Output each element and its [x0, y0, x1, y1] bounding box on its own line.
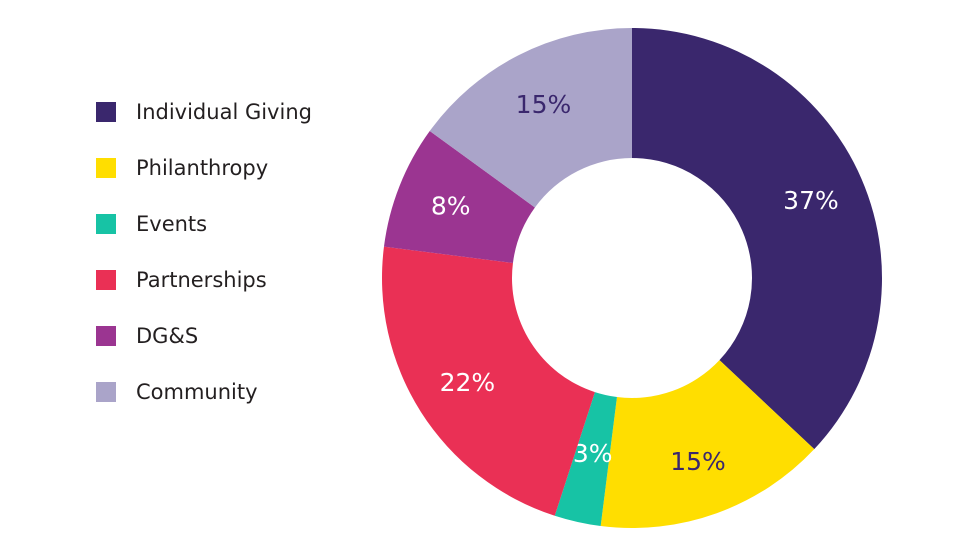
legend-item: Events	[96, 196, 396, 252]
legend-item: Philanthropy	[96, 140, 396, 196]
slice-value-label: 8%	[431, 192, 471, 221]
slice-value-label: 15%	[670, 447, 726, 476]
legend-item: DG&S	[96, 308, 396, 364]
legend-item: Individual Giving	[96, 84, 396, 140]
slice-value-label: 3%	[573, 439, 613, 468]
slice-value-label: 22%	[440, 368, 496, 397]
donut-slice	[600, 360, 815, 528]
donut-slice	[382, 246, 595, 516]
legend-label: Partnerships	[136, 268, 267, 292]
donut-slice	[429, 28, 632, 208]
legend-item: Community	[96, 364, 396, 420]
legend-swatch	[96, 214, 116, 234]
legend-label: Philanthropy	[136, 156, 269, 180]
legend-swatch	[96, 270, 116, 290]
slice-value-label: 37%	[783, 186, 839, 215]
donut-slice	[632, 28, 883, 450]
legend-label: Community	[136, 380, 258, 404]
legend-swatch	[96, 326, 116, 346]
legend-item: Partnerships	[96, 252, 396, 308]
slice-value-label: 15%	[516, 90, 572, 119]
legend-label: Events	[136, 212, 208, 236]
donut-slice	[383, 131, 535, 263]
legend-swatch	[96, 382, 116, 402]
legend-label: Individual Giving	[136, 100, 312, 124]
chart-legend: Individual Giving Philanthropy Events Partn…	[96, 84, 396, 420]
legend-label: DG&S	[136, 324, 199, 348]
donut-slice	[554, 392, 617, 527]
legend-swatch	[96, 158, 116, 178]
legend-swatch	[96, 102, 116, 122]
